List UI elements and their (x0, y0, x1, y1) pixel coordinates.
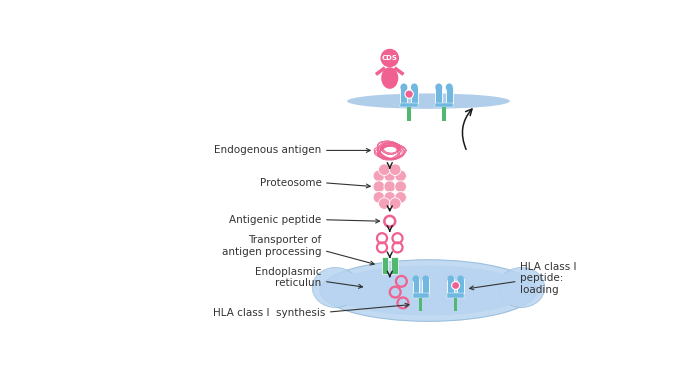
Ellipse shape (447, 275, 454, 283)
Ellipse shape (412, 275, 419, 283)
Bar (412, 293, 429, 298)
Bar (442, 107, 446, 121)
Ellipse shape (411, 84, 418, 91)
Bar (411, 87, 418, 103)
Text: Transporter of
antigen processing: Transporter of antigen processing (222, 235, 321, 257)
Bar (419, 298, 422, 311)
Text: Endoplasmic
reticulun: Endoplasmic reticulun (255, 267, 321, 288)
Text: HLA class Ⅰ  synthesis: HLA class Ⅰ synthesis (213, 308, 326, 318)
Bar (435, 87, 442, 103)
Bar (400, 103, 418, 107)
Bar (457, 279, 464, 293)
Circle shape (384, 181, 395, 192)
Bar (447, 293, 464, 298)
Circle shape (373, 181, 385, 192)
Text: CDS: CDS (382, 55, 398, 61)
Circle shape (389, 198, 401, 209)
Bar (400, 87, 407, 103)
Ellipse shape (422, 275, 429, 283)
Ellipse shape (435, 84, 442, 91)
FancyArrowPatch shape (463, 109, 472, 149)
Ellipse shape (320, 260, 537, 321)
Circle shape (373, 170, 385, 181)
Circle shape (379, 164, 390, 176)
Ellipse shape (446, 84, 453, 91)
Ellipse shape (328, 266, 529, 316)
Circle shape (384, 192, 395, 203)
Ellipse shape (382, 67, 398, 89)
Bar (435, 103, 453, 107)
Bar (422, 279, 429, 293)
Bar (446, 87, 453, 103)
Ellipse shape (400, 84, 407, 91)
Bar (454, 298, 457, 311)
Circle shape (381, 49, 399, 67)
Text: Antigenic peptide: Antigenic peptide (230, 215, 321, 225)
Circle shape (395, 170, 407, 181)
Bar (382, 257, 389, 274)
Bar (412, 279, 419, 293)
Bar (407, 107, 411, 121)
Circle shape (373, 192, 385, 203)
Bar (447, 279, 454, 293)
Ellipse shape (312, 268, 358, 308)
Text: Proteosome: Proteosome (260, 178, 321, 188)
Circle shape (395, 181, 407, 192)
Text: HLA class Ⅰ
peptide:
loading: HLA class Ⅰ peptide: loading (520, 262, 577, 295)
Ellipse shape (498, 268, 545, 308)
Text: Endogenous antigen: Endogenous antigen (214, 145, 321, 155)
Circle shape (405, 90, 413, 98)
Bar (391, 257, 398, 274)
Ellipse shape (347, 93, 510, 109)
Ellipse shape (457, 275, 464, 283)
Circle shape (389, 164, 401, 176)
Circle shape (395, 192, 407, 203)
Circle shape (384, 170, 395, 181)
Circle shape (379, 198, 390, 209)
Circle shape (452, 282, 460, 289)
